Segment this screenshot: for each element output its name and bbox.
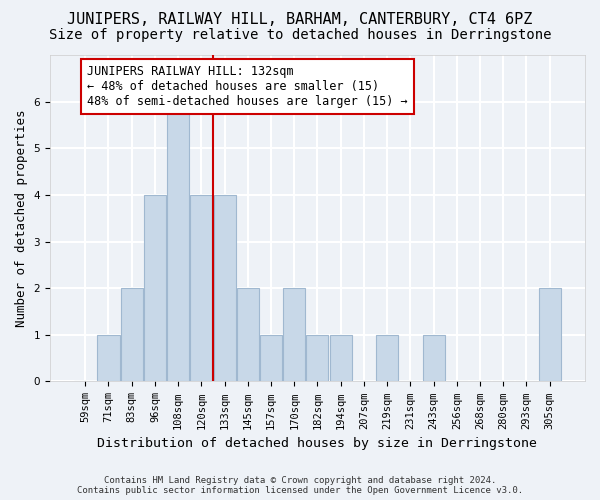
Bar	[190, 195, 212, 382]
Bar	[167, 102, 189, 382]
Bar	[307, 335, 328, 382]
X-axis label: Distribution of detached houses by size in Derringstone: Distribution of detached houses by size …	[97, 437, 538, 450]
Bar	[237, 288, 259, 382]
Bar	[260, 335, 282, 382]
Bar	[539, 288, 560, 382]
Bar	[283, 288, 305, 382]
Text: Size of property relative to detached houses in Derringstone: Size of property relative to detached ho…	[49, 28, 551, 42]
Bar	[214, 195, 236, 382]
Bar	[144, 195, 166, 382]
Text: JUNIPERS RAILWAY HILL: 132sqm
← 48% of detached houses are smaller (15)
48% of s: JUNIPERS RAILWAY HILL: 132sqm ← 48% of d…	[88, 65, 408, 108]
Text: Contains HM Land Registry data © Crown copyright and database right 2024.
Contai: Contains HM Land Registry data © Crown c…	[77, 476, 523, 495]
Text: JUNIPERS, RAILWAY HILL, BARHAM, CANTERBURY, CT4 6PZ: JUNIPERS, RAILWAY HILL, BARHAM, CANTERBU…	[67, 12, 533, 28]
Y-axis label: Number of detached properties: Number of detached properties	[15, 110, 28, 327]
Bar	[97, 335, 119, 382]
Bar	[376, 335, 398, 382]
Bar	[329, 335, 352, 382]
Bar	[422, 335, 445, 382]
Bar	[121, 288, 143, 382]
